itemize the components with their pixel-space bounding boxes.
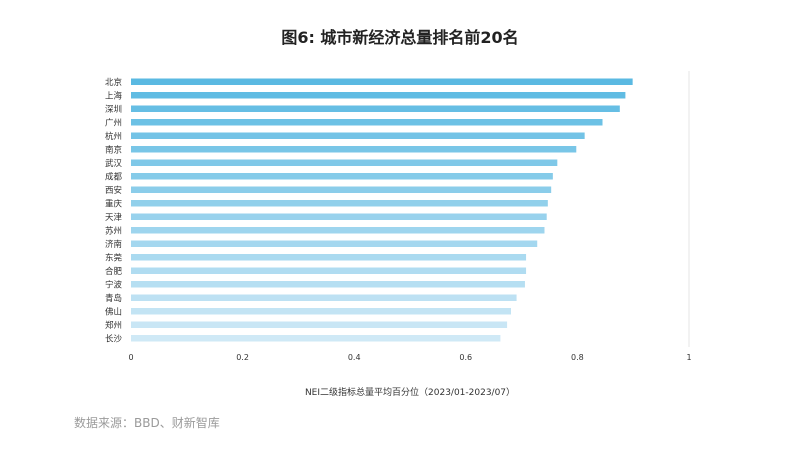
category-label-12: 济南 xyxy=(105,239,122,250)
category-label-5: 南京 xyxy=(105,144,122,155)
category-label-6: 武汉 xyxy=(105,158,123,169)
bar-6 xyxy=(131,159,558,166)
x-tick-label-1: 0.2 xyxy=(236,353,249,362)
bar-9 xyxy=(131,200,548,207)
x-tick-label-2: 0.4 xyxy=(348,353,361,362)
bar-7 xyxy=(131,173,553,180)
category-label-17: 佛山 xyxy=(105,306,122,317)
category-label-18: 郑州 xyxy=(105,320,122,331)
bars-layer xyxy=(131,78,633,342)
x-tick-label-5: 1 xyxy=(686,353,691,362)
bar-5 xyxy=(131,146,577,153)
bar-14 xyxy=(131,267,527,274)
bar-13 xyxy=(131,254,527,261)
bar-16 xyxy=(131,294,517,301)
x-tick-label-4: 0.8 xyxy=(571,353,584,362)
bar-18 xyxy=(131,321,508,328)
bar-1 xyxy=(131,92,626,99)
category-label-14: 合肥 xyxy=(105,266,123,277)
category-label-3: 广州 xyxy=(105,117,122,128)
bar-10 xyxy=(131,213,547,220)
bar-15 xyxy=(131,281,525,288)
bar-19 xyxy=(131,335,501,342)
bar-2 xyxy=(131,105,620,112)
category-label-15: 宁波 xyxy=(105,279,123,290)
x-axis-title: NEI二级指标总量平均百分位（2023/01-2023/07） xyxy=(305,386,515,398)
category-label-16: 青岛 xyxy=(105,293,122,304)
category-label-7: 成都 xyxy=(105,171,123,182)
bar-3 xyxy=(131,119,603,126)
bar-11 xyxy=(131,227,545,234)
category-label-1: 上海 xyxy=(105,90,123,101)
x-tick-labels: 0 0.2 0.4 0.6 0.8 1 xyxy=(128,353,691,362)
category-label-9: 重庆 xyxy=(105,198,123,209)
bar-8 xyxy=(131,186,552,193)
category-label-10: 天津 xyxy=(105,212,123,223)
bar-0 xyxy=(131,78,633,85)
x-tick-label-3: 0.6 xyxy=(459,353,472,362)
chart-title: 图6: 城市新经济总量排名前20名 xyxy=(281,28,519,47)
category-label-13: 东莞 xyxy=(105,252,123,263)
bar-17 xyxy=(131,308,511,315)
category-label-11: 苏州 xyxy=(105,225,122,236)
category-label-0: 北京 xyxy=(105,77,122,88)
source-note: 数据来源：BBD、财新智库 xyxy=(74,416,220,430)
bar-4 xyxy=(131,132,585,139)
bar-12 xyxy=(131,240,538,247)
category-label-2: 深圳 xyxy=(105,104,122,115)
x-tick-label-0: 0 xyxy=(128,353,133,362)
category-label-8: 西安 xyxy=(105,185,122,196)
category-label-4: 杭州 xyxy=(105,131,122,142)
category-label-19: 长沙 xyxy=(105,333,123,344)
